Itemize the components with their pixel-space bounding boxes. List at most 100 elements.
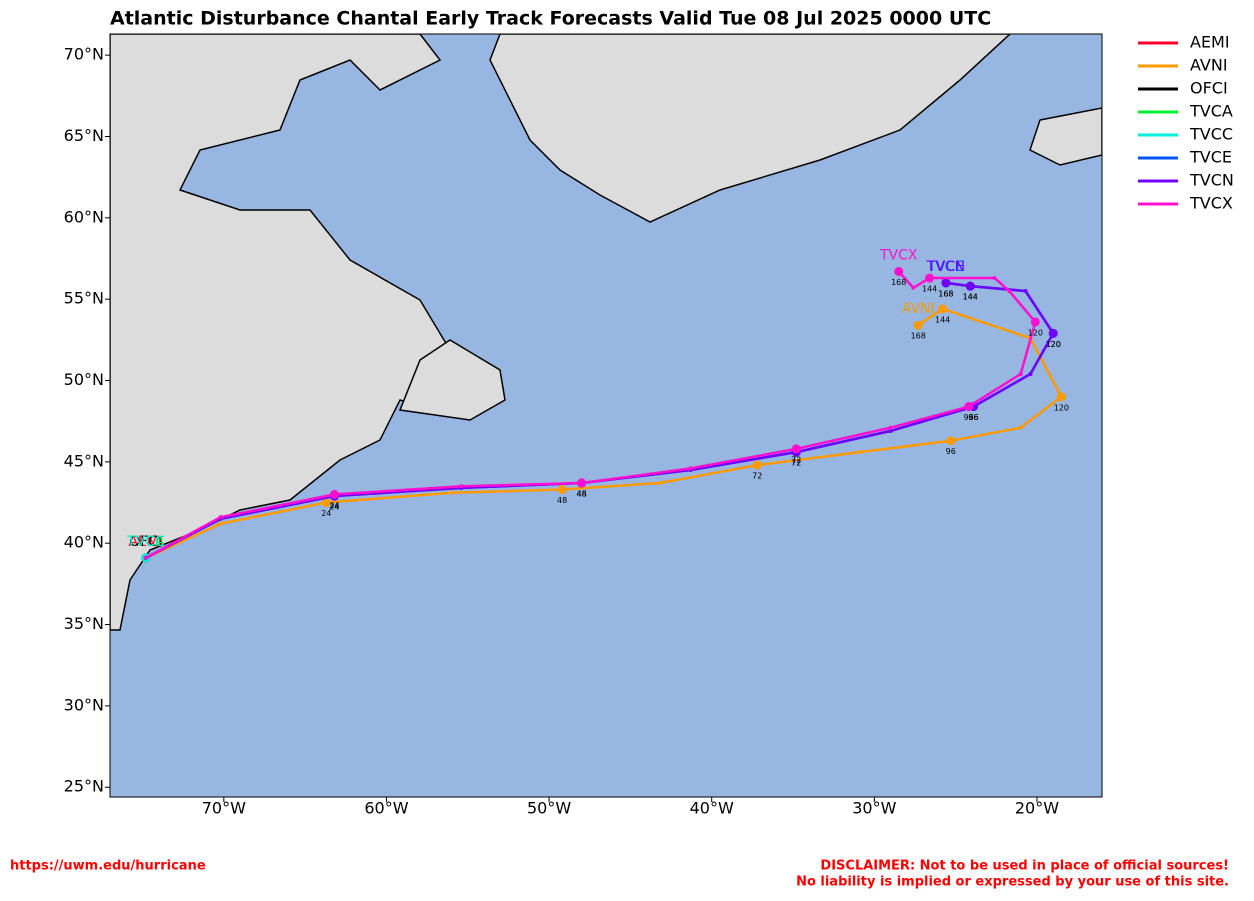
track-label: AEMI [128,534,163,550]
track-line [145,270,1037,559]
track-point [946,436,956,446]
tau-label: 48 [557,496,567,505]
y-tick-label: 45°N [64,451,104,470]
tau-label: 48 [577,490,587,499]
x-tick-label: 20°W [1015,799,1059,818]
tau-label: 72 [791,459,801,468]
track-point [941,278,951,288]
track-point [143,555,148,560]
track-point [913,320,923,330]
y-tick-label: 60°N [64,207,104,226]
y-tick-label: 70°N [64,45,104,64]
tau-label: 24 [329,503,339,512]
tau-label: 48 [577,490,587,499]
y-tick-label: 50°N [64,370,104,389]
track-point [1007,289,1012,294]
url: https://uwm.edu/hurricane [10,859,206,874]
track-point [449,490,454,495]
track-label: TVCE [927,259,965,275]
tau-label: 96 [946,447,956,456]
track-point [321,498,331,508]
track-point [992,276,997,281]
legend-label: TVCX [1189,194,1233,213]
tau-label: 120 [1046,340,1061,349]
tau-label: 24 [329,501,339,510]
legend-label: AVNI [1190,56,1228,75]
disclaimer: DISCLAIMER: Not to be used in place of o… [820,859,1229,874]
track-point [911,285,916,290]
x-tick-label: 50°W [527,799,571,818]
y-tick-label: 55°N [64,289,104,308]
track-point [965,281,975,291]
y-tick-label: 30°N [64,695,104,714]
y-tick-label: 25°N [64,777,104,796]
tracks: AEMI24487296120144168AVNIOFCITVCATVCC244… [126,248,1069,563]
legend-label: TVCN [1189,171,1234,190]
track-label: AVNI [902,301,935,317]
legend-label: TVCE [1189,148,1232,167]
tau-label: 168 [891,278,906,287]
track-point [577,478,587,488]
y-tick-label: 65°N [64,126,104,145]
track-point [1023,289,1028,294]
tau-label: 96 [968,413,978,422]
land [110,34,1102,631]
track-point [938,304,948,314]
legend-label: OFCI [1190,79,1228,98]
track-point [1018,425,1023,430]
track-point [657,481,662,486]
tau-label: 48 [577,490,587,499]
track-line [145,281,1055,559]
tau-label: 120 [1028,328,1043,337]
track-point [888,428,893,433]
tau-label: 96 [964,413,974,422]
track-point [752,460,762,470]
track-point [894,267,904,277]
tau-label: 144 [935,315,950,324]
track-point [925,273,935,283]
track-point [1056,392,1066,402]
track-label: TVCA [126,534,165,550]
tau-label: 168 [911,332,926,341]
track-point [791,444,801,454]
title: Atlantic Disturbance Chantal Early Track… [110,8,991,30]
track-point [888,425,893,430]
track-label: TVCC [126,534,165,550]
x-tick-label: 60°W [364,799,408,818]
track-point [1048,328,1058,338]
track-point [459,484,464,489]
track-point [218,515,223,520]
track-point [557,485,567,495]
track-line [145,307,1063,559]
track-point [1018,372,1023,377]
legend-label: TVCA [1189,102,1233,121]
track-point [218,521,223,526]
frame [109,33,1103,798]
tau-label: 144 [963,293,978,302]
track-point [329,489,339,499]
tau-label: 24 [329,503,339,512]
x-tick-label: 30°W [852,799,896,818]
tau-label: 120 [1046,340,1061,349]
track-point [857,450,862,455]
y-tick-label: 40°N [64,533,104,552]
x-tick-label: 70°W [202,799,246,818]
tau-label: 24 [321,509,331,518]
track-point [1028,372,1033,377]
tau-label: 144 [963,293,978,302]
track-point [688,466,693,471]
track-point [1030,317,1040,327]
x-tick-label: 40°W [690,799,734,818]
tau-label: 144 [922,285,937,294]
track-point [964,402,974,412]
tau-label: 168 [938,289,953,298]
track-label: OFCI [129,534,162,550]
tau-label: 72 [791,455,801,464]
tau-label: 168 [938,289,953,298]
tau-label: 96 [968,413,978,422]
legend-label: AEMI [1190,33,1230,52]
tau-label: 72 [791,459,801,468]
track-label: TVCN [926,259,965,275]
track-label: TVCX [879,248,918,264]
